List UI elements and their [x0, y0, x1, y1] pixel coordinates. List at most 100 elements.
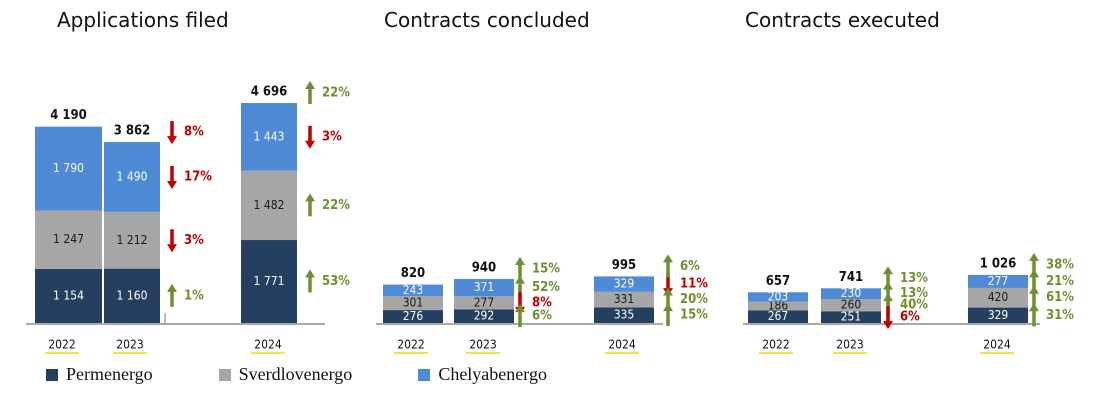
- change-arrow-permenergo-2023: [883, 306, 893, 330]
- chart-title-contracts-executed: Contracts executed: [745, 8, 940, 32]
- change-label-sverdlovenergo-2024: 20%: [680, 292, 708, 307]
- bar-segment-permenergo-2022: [35, 268, 102, 323]
- x-tick-label-2024: 2024: [983, 338, 1011, 352]
- bar-segment-chelyabenergo-2024: [968, 274, 1028, 288]
- change-label-permenergo-2023: 6%: [900, 310, 920, 325]
- bar-segment-sverdlovenergo-2024: [241, 170, 297, 241]
- value-label-permenergo-2022: 267: [768, 309, 789, 323]
- change-arrow-total-2024: [1029, 252, 1039, 276]
- value-label-sverdlovenergo-2022: 186: [768, 299, 789, 313]
- change-label-total-2024: 38%: [1046, 257, 1074, 272]
- bar-segment-permenergo-2022: [383, 310, 443, 323]
- bar-segment-permenergo-2024: [241, 240, 297, 323]
- legend-item-sverdlovenergo: Sverdlovenergo: [218, 364, 353, 385]
- change-label-total-2023: 8%: [184, 125, 204, 140]
- change-arrow-chelyabenergo-2023: [167, 165, 177, 189]
- value-label-chelyabenergo-2022: 1 790: [53, 161, 84, 175]
- chart-title-applications: Applications filed: [57, 8, 229, 32]
- legend-swatch-chelyabenergo: [418, 368, 431, 381]
- change-arrow-total-2023: [167, 121, 177, 145]
- legend-item-chelyabenergo: Chelyabenergo: [418, 364, 547, 385]
- bar-segment-chelyabenergo-2022: [748, 292, 808, 302]
- change-arrow-chelyabenergo-2024: [305, 125, 315, 149]
- change-arrow-permenergo-2024: [1029, 303, 1039, 327]
- legend: Permenergo Sverdlovenergo Chelyabenergo: [46, 364, 613, 385]
- bar-segment-chelyabenergo-2022: [35, 126, 102, 211]
- bar-segment-permenergo-2023: [104, 268, 160, 323]
- change-label-sverdlovenergo-2023: 3%: [184, 233, 204, 248]
- x-tick-label-2022: 2022: [397, 338, 424, 352]
- value-label-chelyabenergo-2023: 230: [841, 286, 862, 300]
- change-label-permenergo-2024: 53%: [322, 274, 350, 289]
- value-label-sverdlovenergo-2023: 260: [841, 298, 862, 312]
- total-label-2024: 1 026: [980, 256, 1017, 271]
- total-label-2024: 4 696: [251, 85, 288, 100]
- value-label-permenergo-2022: 276: [403, 309, 424, 323]
- change-label-chelyabenergo-2024: 3%: [322, 129, 342, 144]
- change-arrow-sverdlovenergo-2023: [167, 229, 177, 253]
- bar-segment-chelyabenergo-2024: [594, 276, 654, 292]
- change-label-permenergo-2023: 6%: [532, 309, 552, 324]
- value-label-chelyabenergo-2024: 1 443: [254, 129, 285, 143]
- change-label-permenergo-2024: 15%: [680, 308, 708, 323]
- total-label-2022: 657: [766, 274, 790, 289]
- x-tick-label-2022: 2022: [762, 338, 789, 352]
- change-arrow-total-2024: [305, 81, 315, 104]
- bar-segment-permenergo-2023: [821, 311, 881, 323]
- total-label-2023: 741: [839, 270, 863, 285]
- value-label-chelyabenergo-2023: 371: [474, 280, 495, 294]
- total-label-2024: 995: [612, 258, 636, 273]
- change-label-total-2024: 6%: [680, 259, 700, 274]
- change-arrow-permenergo-2023: [515, 304, 525, 328]
- total-label-2022: 4 190: [50, 108, 87, 123]
- value-label-chelyabenergo-2023: 1 490: [117, 169, 148, 183]
- total-label-2022: 820: [401, 266, 425, 281]
- x-tick-label-2023: 2023: [469, 338, 496, 352]
- chart-title-contracts-concluded: Contracts concluded: [384, 8, 590, 32]
- bar-segment-permenergo-2023: [454, 309, 514, 323]
- value-label-chelyabenergo-2024: 329: [614, 277, 635, 291]
- value-label-permenergo-2023: 1 160: [117, 288, 148, 302]
- bar-segment-chelyabenergo-2023: [104, 142, 160, 212]
- change-label-chelyabenergo-2024: 21%: [1046, 274, 1074, 289]
- change-label-sverdlovenergo-2023: 40%: [900, 298, 928, 313]
- legend-label-sverdlovenergo: Sverdlovenergo: [238, 364, 353, 384]
- change-label-permenergo-2023: 1%: [184, 288, 204, 303]
- bar-segment-permenergo-2022: [748, 310, 808, 323]
- change-label-total-2023: 13%: [900, 271, 928, 286]
- bar-segment-sverdlovenergo-2022: [748, 301, 808, 311]
- legend-label-chelyabenergo: Chelyabenergo: [438, 364, 547, 384]
- bar-segment-permenergo-2024: [594, 307, 654, 323]
- change-label-chelyabenergo-2023: 17%: [184, 169, 212, 184]
- bar-segment-chelyabenergo-2024: [241, 103, 297, 171]
- legend-label-permenergo: Permenergo: [66, 364, 153, 384]
- bar-segment-sverdlovenergo-2022: [35, 210, 102, 269]
- value-label-permenergo-2024: 329: [988, 308, 1009, 322]
- value-label-sverdlovenergo-2024: 420: [988, 290, 1009, 304]
- total-label-2023: 3 862: [114, 124, 151, 139]
- bar-segment-chelyabenergo-2022: [383, 284, 443, 296]
- change-label-total-2024: 22%: [322, 86, 350, 101]
- value-label-permenergo-2024: 335: [614, 308, 635, 322]
- change-label-chelyabenergo-2023: 13%: [900, 286, 928, 301]
- total-label-2023: 940: [472, 260, 496, 275]
- legend-item-permenergo: Permenergo: [46, 364, 153, 385]
- bar-segment-chelyabenergo-2023: [821, 288, 881, 300]
- bar-segment-sverdlovenergo-2022: [383, 295, 443, 311]
- change-label-total-2023: 15%: [532, 261, 560, 276]
- change-label-permenergo-2024: 31%: [1046, 308, 1074, 323]
- change-label-sverdlovenergo-2023: 8%: [532, 295, 552, 310]
- value-label-chelyabenergo-2022: 243: [403, 283, 424, 297]
- change-arrow-permenergo-2024: [305, 269, 315, 293]
- bar-segment-chelyabenergo-2023: [454, 278, 514, 297]
- change-arrow-total-2023: [515, 256, 525, 280]
- bar-segment-sverdlovenergo-2024: [594, 291, 654, 308]
- value-label-permenergo-2022: 1 154: [53, 288, 84, 302]
- value-label-chelyabenergo-2024: 277: [988, 274, 1009, 288]
- x-tick-label-2023: 2023: [116, 338, 143, 352]
- change-label-chelyabenergo-2024: 11%: [680, 277, 708, 292]
- bar-segment-sverdlovenergo-2023: [821, 299, 881, 312]
- value-label-sverdlovenergo-2024: 331: [614, 292, 635, 306]
- value-label-permenergo-2024: 1 771: [254, 274, 285, 288]
- bar-segment-sverdlovenergo-2023: [104, 211, 160, 269]
